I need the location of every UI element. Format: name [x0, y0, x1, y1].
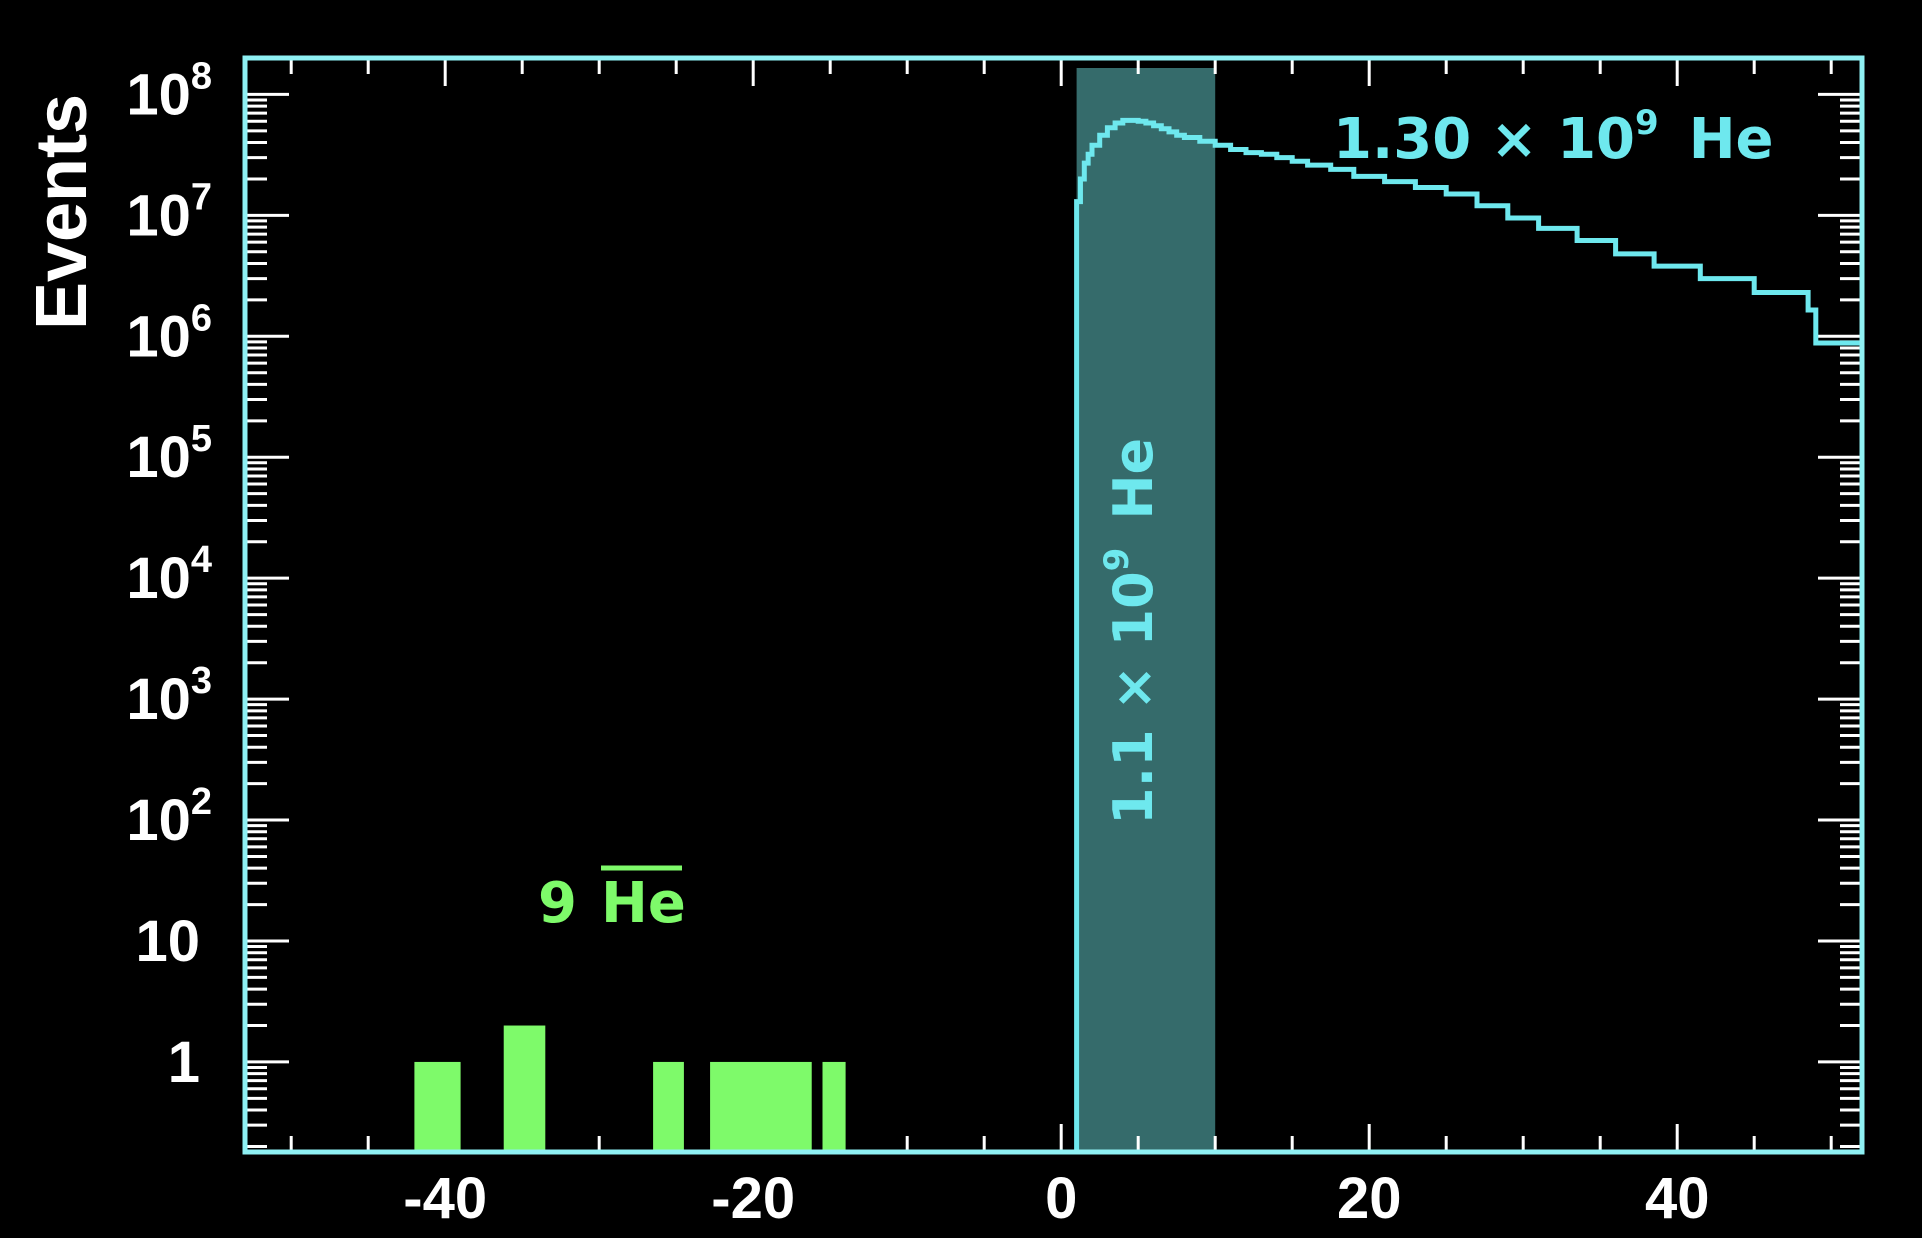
y-tick-label: 102	[126, 781, 212, 853]
y-tick-label: 105	[126, 418, 212, 490]
y-tick-base: 10	[126, 62, 191, 127]
y-tick-label: 10	[135, 909, 200, 974]
total-helium-annotation: 1.30 × 109 He	[1333, 103, 1774, 172]
antihelium-count: 9	[538, 871, 577, 936]
antihelium-symbol: He	[601, 871, 686, 936]
antihelium-bar	[710, 1061, 812, 1150]
y-tick-base: 10	[126, 546, 191, 611]
total-helium-suffix: He	[1689, 107, 1774, 172]
y-tick-label: 108	[126, 55, 212, 127]
antihelium-annotation: 9 He	[538, 865, 686, 936]
selected-helium-suffix: He	[1102, 438, 1165, 520]
y-tick-label: 104	[126, 539, 212, 611]
y-tick-base: 10	[126, 667, 191, 732]
antihelium-bar	[653, 1061, 684, 1150]
x-tick-label: -20	[711, 1166, 795, 1231]
antihelium-bar	[414, 1061, 461, 1150]
y-tick-exponent: 7	[191, 176, 212, 218]
x-tick-label: 40	[1645, 1166, 1710, 1231]
y-tick-base: 10	[126, 304, 191, 369]
y-axis-title: Events	[22, 94, 102, 330]
antihelium-bars	[414, 1025, 846, 1150]
y-tick-exponent: 6	[191, 297, 212, 339]
y-tick-exponent: 5	[191, 418, 212, 460]
y-tick-label: 1	[168, 1030, 200, 1095]
selected-helium-annotation: 1.1 × 109 He	[1097, 438, 1165, 825]
highlight-band	[1076, 68, 1216, 1150]
y-tick-exponent: 8	[191, 55, 212, 97]
y-tick-base: 10	[126, 788, 191, 853]
total-helium-text: 1.30 × 10	[1333, 107, 1635, 172]
antihelium-bar	[822, 1061, 846, 1150]
x-tick-label: 20	[1337, 1166, 1402, 1231]
x-tick-label: 0	[1045, 1166, 1077, 1231]
axis-ticks	[245, 56, 1862, 1152]
plot-frame	[242, 55, 1865, 1155]
y-tick-base: 10	[126, 425, 191, 490]
antihelium-bar	[503, 1025, 546, 1150]
y-tick-label: 103	[126, 660, 212, 732]
y-tick-exponent: 3	[191, 660, 212, 702]
total-helium-exponent: 9	[1635, 103, 1659, 143]
y-tick-base: 10	[126, 183, 191, 248]
selected-helium-text: 1.1 × 10	[1102, 571, 1165, 825]
y-tick-exponent: 4	[191, 539, 212, 581]
x-tick-label: -40	[403, 1166, 487, 1231]
y-tick-label: 106	[126, 297, 212, 369]
y-tick-label: 107	[126, 176, 212, 248]
helium-histogram	[1074, 117, 1862, 1152]
selected-helium-exponent: 9	[1097, 548, 1137, 572]
y-tick-exponent: 2	[191, 781, 212, 823]
highlight-band-layer	[1076, 68, 1216, 1150]
helium-line	[1074, 117, 1862, 1152]
